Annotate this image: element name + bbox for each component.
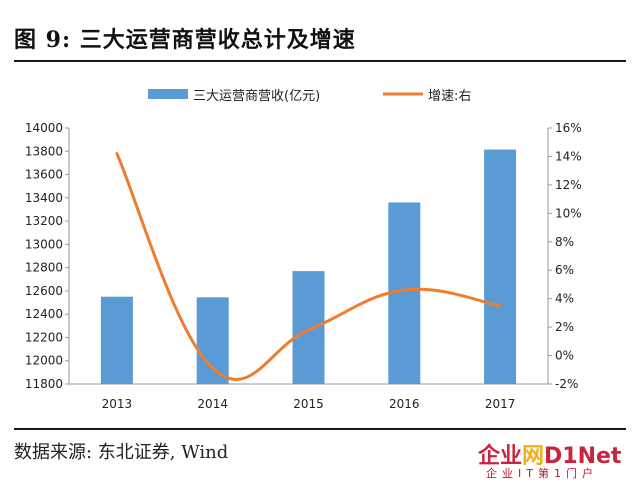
y-left-tick-label: 12000 — [25, 354, 63, 368]
legend-swatch-revenue — [148, 89, 188, 99]
y-left-tick-label: 12200 — [25, 330, 63, 344]
x-tick-label: 2013 — [102, 397, 133, 411]
y-left-tick-label: 13800 — [25, 144, 63, 158]
legend-label-revenue: 三大运营商营收(亿元) — [193, 89, 320, 104]
source-rule — [14, 428, 626, 430]
y-left-tick-label: 14000 — [25, 121, 63, 135]
y-left-tick-label: 13400 — [25, 191, 63, 205]
revenue-bar — [484, 149, 517, 384]
x-tick-label: 2016 — [389, 397, 420, 411]
source-note: 数据来源: 东北证券, Wind — [14, 442, 229, 463]
y-left-tick-label: 13000 — [25, 237, 63, 251]
legend-label-growth: 增速:右 — [428, 89, 471, 104]
growth-line — [115, 152, 502, 382]
axes: 11800 12000 12200 12400 12600 12800 13000 13200… — [25, 121, 582, 411]
watermark-main: 企业网D1Net — [478, 444, 622, 469]
y-right-tick-label: 16% — [555, 121, 582, 135]
watermark-logo: 企业网D1Net 企业IT第1门户 — [478, 438, 638, 483]
legend: 三大运营商营收(亿元) 增速:右 — [148, 89, 471, 104]
y-right-tick-label: 0% — [555, 349, 574, 363]
page-title: 图 9: 三大运营商营收总计及增速 — [14, 27, 356, 53]
y-left-tick-label: 13200 — [25, 214, 63, 228]
y-left-tick-label: 11800 — [25, 377, 63, 391]
revenue-bar — [100, 296, 133, 384]
revenue-bar — [196, 297, 229, 384]
revenue-bar — [292, 271, 325, 384]
y-right-tick-label: 6% — [555, 263, 574, 277]
chart: 三大运营商营收(亿元) 增速:右 11800 12000 12200 12400 126… — [25, 89, 582, 411]
x-tick-label: 2015 — [293, 397, 324, 411]
y-left-tick-label: 12600 — [25, 284, 63, 298]
y-left-tick-label: 13600 — [25, 168, 63, 182]
y-right-tick-label: 14% — [555, 149, 582, 163]
watermark-sub: 企业IT第1门户 — [486, 467, 598, 480]
y-right-tick-label: 2% — [555, 320, 574, 334]
y-right-tick-label: 10% — [555, 206, 582, 220]
y-right-tick-label: -2% — [555, 377, 578, 391]
y-left-tick-label: 12400 — [25, 307, 63, 321]
bars — [100, 149, 517, 384]
title-rule — [14, 60, 626, 62]
x-tick-label: 2014 — [197, 397, 228, 411]
x-tick-label: 2017 — [485, 397, 516, 411]
y-right-tick-label: 4% — [555, 292, 574, 306]
y-right-tick-label: 12% — [555, 178, 582, 192]
y-right-tick-label: 8% — [555, 235, 574, 249]
growth-line-path — [115, 152, 502, 382]
y-left-tick-label: 12800 — [25, 261, 63, 275]
